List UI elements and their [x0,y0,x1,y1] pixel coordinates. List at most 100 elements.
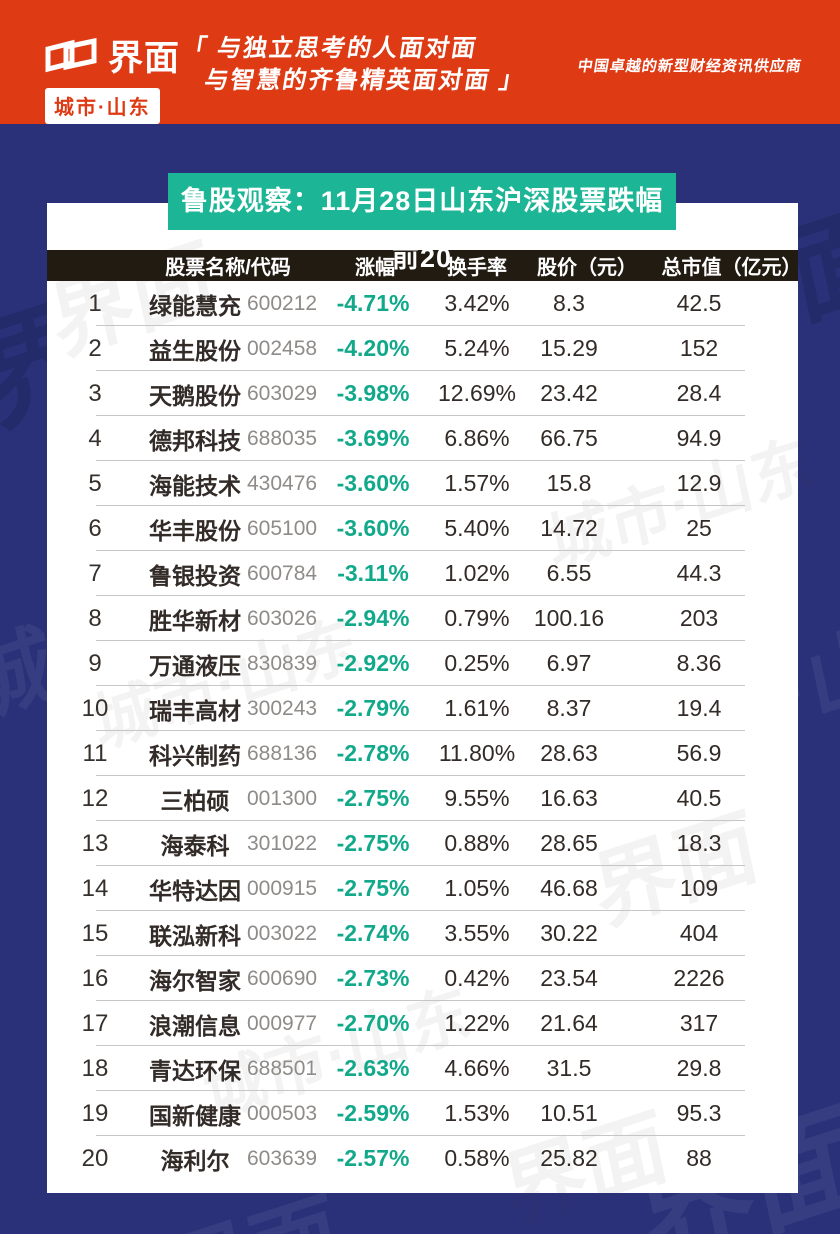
stock-name: 华特达因 [149,877,241,904]
stock-name: 绿能慧充 [149,292,241,319]
stock-rank: 3 [88,379,102,407]
stock-name: 华丰股份 [149,517,241,544]
stock-rank: 11 [82,739,108,767]
stock-rank: 8 [88,604,102,632]
stock-rank: 12 [81,784,109,812]
table-row: 5 海能技术 430476 -3.60% 1.57% 15.8 12.9 [47,461,798,506]
change-percent: -3.60% [336,515,410,541]
stock-price: 21.64 [540,1010,598,1036]
stock-name: 科兴制药 [149,742,241,769]
table-row: 20 海利尔 603639 -2.57% 0.58% 25.82 88 [47,1136,798,1181]
turnover-rate: 1.53% [444,1100,510,1126]
turnover-rate: 1.22% [444,1010,510,1036]
turnover-rate: 6.86% [444,425,510,451]
turnover-rate: 5.40% [444,515,510,541]
stock-code: 301022 [247,831,318,855]
stock-code: 603026 [247,606,318,630]
turnover-rate: 1.57% [444,470,510,496]
change-percent: -3.69% [336,425,410,451]
market-cap: 2226 [673,965,725,991]
stock-code: 000977 [247,1011,318,1035]
table-row: 19 国新健康 000503 -2.59% 1.53% 10.51 95.3 [47,1091,798,1136]
stock-code: 430476 [247,471,318,495]
brand-badge: 城市·山东 [45,88,160,124]
table-row: 3 天鹅股份 603029 -3.98% 12.69% 23.42 28.4 [47,371,798,416]
market-cap: 95.3 [676,1100,722,1126]
market-cap: 94.9 [676,425,722,451]
turnover-rate: 3.42% [444,290,510,316]
slogan-line1: 「 与独立思考的人面对面 [180,35,480,62]
table-row: 6 华丰股份 605100 -3.60% 5.40% 14.72 25 [47,506,798,551]
table-row: 2 益生股份 002458 -4.20% 5.24% 15.29 152 [47,326,798,371]
stock-price: 46.68 [540,875,598,901]
stock-rank: 5 [88,469,102,497]
stock-rank: 18 [81,1054,109,1082]
page-title: 鲁股观察：11月28日山东沪深股票跌幅前20 [168,173,676,273]
stock-price: 100.16 [533,605,605,631]
jiemian-logo-icon [45,37,99,74]
change-percent: -2.63% [336,1055,410,1081]
table-row: 4 德邦科技 688035 -3.69% 6.86% 66.75 94.9 [47,416,798,461]
turnover-rate: 9.55% [444,785,510,811]
change-percent: -4.71% [336,290,410,316]
turnover-rate: 0.58% [444,1145,510,1171]
stock-price: 23.42 [540,380,598,406]
stock-code: 603029 [247,381,318,405]
stock-name: 浪潮信息 [149,1012,241,1039]
stock-price: 30.22 [540,920,598,946]
stock-name: 海能技术 [149,472,241,499]
table-row: 7 鲁银投资 600784 -3.11% 1.02% 6.55 44.3 [47,551,798,596]
stock-code: 688136 [247,741,318,765]
column-header-market-cap: 总市值（亿元） [661,257,802,279]
turnover-rate: 12.69% [437,380,516,406]
stock-price: 8.37 [546,695,592,721]
table-row: 18 青达环保 688501 -2.63% 4.66% 31.5 29.8 [47,1046,798,1091]
table-row: 9 万通液压 830839 -2.92% 0.25% 6.97 8.36 [47,641,798,686]
change-percent: -2.75% [336,830,410,856]
stock-name: 三柏硕 [160,787,230,814]
market-cap: 29.8 [676,1055,722,1081]
column-header-change: 涨幅 [355,257,395,279]
change-percent: -2.70% [336,1010,410,1036]
stock-name: 天鹅股份 [149,382,241,409]
slogan-line2: 与智慧的齐鲁精英面对面 」 [202,67,528,94]
stock-rank: 13 [81,829,109,857]
change-percent: -3.60% [336,470,410,496]
stock-price: 28.65 [540,830,598,856]
stock-name: 益生股份 [149,337,241,364]
stock-code: 003022 [247,921,318,945]
stock-name: 国新健康 [149,1102,241,1129]
stock-price: 28.63 [540,740,598,766]
stock-rank: 15 [81,919,109,947]
stock-name: 青达环保 [149,1057,241,1084]
stock-rank: 17 [81,1009,109,1037]
stock-rank: 7 [88,559,102,587]
change-percent: -4.20% [336,335,410,361]
stock-price: 8.3 [553,290,585,316]
table-row: 13 海泰科 301022 -2.75% 0.88% 28.65 18.3 [47,821,798,866]
ranking-card: 界面 城市·山东 城市·山东 界面 城市·山东 界面 鲁股观察：11月28日山东… [43,173,820,1234]
stock-price: 14.72 [540,515,598,541]
column-header-price: 股价（元） [537,257,637,279]
stock-code: 603639 [247,1146,318,1170]
stock-price: 23.54 [540,965,598,991]
brand-name: 界面 [108,39,181,78]
stock-rank: 6 [88,514,102,542]
stock-code: 688035 [247,426,318,450]
stock-code: 300243 [247,696,318,720]
market-cap: 88 [686,1145,712,1171]
market-cap: 25 [686,515,712,541]
change-percent: -3.11% [337,560,409,586]
change-percent: -2.74% [336,920,410,946]
brand-block: 界面 城市·山东 [45,30,180,124]
change-percent: -2.94% [336,605,410,631]
market-cap: 40.5 [676,785,722,811]
stock-name: 万通液压 [149,652,241,679]
stock-code: 605100 [247,516,318,540]
turnover-rate: 4.66% [444,1055,510,1081]
stock-name: 海泰科 [160,832,230,859]
stock-rank: 2 [88,334,102,362]
stock-name: 瑞丰高材 [149,697,241,724]
slogan: 「 与独立思考的人面对面 与智慧的齐鲁精英面对面 」 [175,33,533,97]
